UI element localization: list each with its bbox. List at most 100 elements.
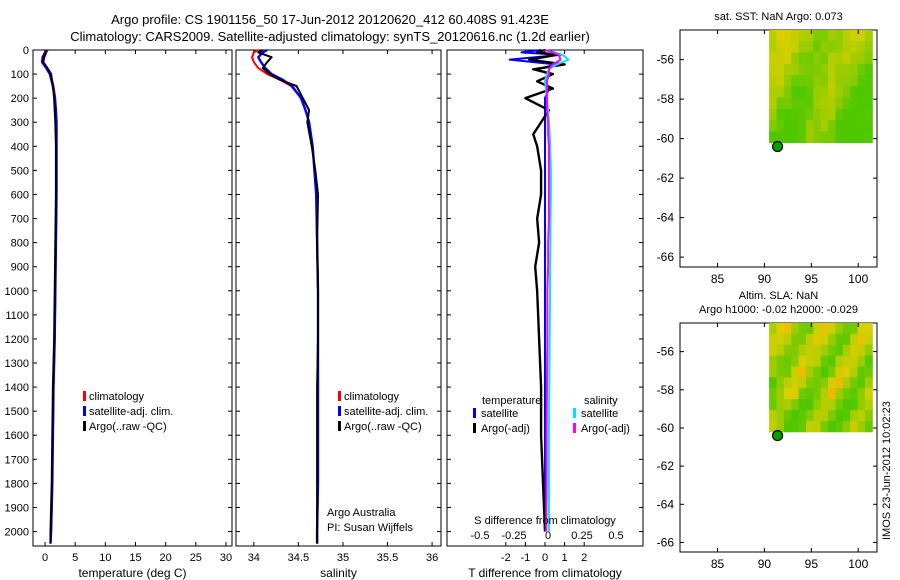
heatmap-cell-sla_map <box>805 323 814 335</box>
x-tick-label-difference: 2 <box>581 552 587 564</box>
heatmap-cell-sst_map <box>835 86 844 99</box>
legend-label-temperature: climatology <box>89 391 145 403</box>
heatmap-cell-sst_map <box>783 131 792 144</box>
heatmap-cell-sla_map <box>813 366 822 378</box>
heatmap-cell-sst_map <box>813 86 822 99</box>
heatmap-cell-sla_map <box>828 344 836 357</box>
heatmap-cell-sla_map <box>791 323 800 335</box>
heatmap-cell-sla_map <box>791 344 800 357</box>
heatmap-cell-sla_map <box>791 410 800 422</box>
depth-tick-label: 1500 <box>5 406 29 418</box>
heatmap-cell-sla_map <box>828 377 836 389</box>
x-tick-label-salinity: 35 <box>337 552 349 564</box>
heatmap-cell-sla_map <box>820 377 829 389</box>
heatmap-cell-sla_map <box>813 333 822 346</box>
heatmap-cell-sla_map <box>776 377 785 389</box>
heatmap-cell-sst_map <box>842 86 851 99</box>
heatmap-cell-sla_map <box>864 410 873 422</box>
heatmap-cell-sst_map <box>828 120 836 132</box>
heatmap-cell-sst_map <box>820 131 829 144</box>
heatmap-cell-sst_map <box>820 86 829 99</box>
heatmap-cell-sla_map <box>835 399 844 411</box>
heatmap-cell-sla_map <box>798 377 807 389</box>
depth-tick-label: 2000 <box>5 527 29 539</box>
heatmap-cell-sst_map <box>813 75 822 87</box>
heatmap-cell-sst_map <box>769 41 777 54</box>
heatmap-cell-sla_map <box>828 366 836 378</box>
heatmap-cell-sst_map <box>783 75 792 87</box>
heatmap-cell-sst_map <box>857 97 866 110</box>
map-x-tick-label: 90 <box>758 557 772 571</box>
map-y-tick-label: -60 <box>657 132 675 146</box>
heatmap-cell-sla_map <box>850 420 859 433</box>
heatmap-cell-sst_map <box>857 63 866 76</box>
heatmap-cell-sst_map <box>791 52 800 65</box>
heatmap-cell-sla_map <box>835 344 844 357</box>
heatmap-cell-sst_map <box>820 75 829 87</box>
header-line-2: Climatology: CARS2009. Satellite-adjuste… <box>70 29 590 44</box>
heatmap-cell-sst_map <box>828 108 836 121</box>
depth-tick-label: 1800 <box>5 478 29 490</box>
header-line-1: Argo profile: CS 1901156_50 17-Jun-2012 … <box>111 12 549 27</box>
heatmap-cell-sla_map <box>798 388 807 400</box>
heatmap-cell-sla_map <box>857 420 866 433</box>
heatmap-cell-sla_map <box>864 420 873 433</box>
heatmap-cell-sla_map <box>828 388 836 400</box>
heatmap-cell-sla_map <box>857 388 866 400</box>
depth-tick-label: 200 <box>11 93 29 105</box>
heatmap-cell-sla_map <box>805 420 814 433</box>
heatmap-cell-sla_map <box>850 410 859 422</box>
heatmap-cell-sla_map <box>857 355 866 368</box>
series-line-salinity-2 <box>257 49 319 544</box>
heatmap-cell-sst_map <box>769 63 777 76</box>
heatmap-cell-sst_map <box>820 52 829 65</box>
depth-tick-label: 1100 <box>5 310 29 322</box>
heatmap-cell-sst_map <box>820 63 829 76</box>
heatmap-cell-sla_map <box>776 410 785 422</box>
heatmap-cell-sst_map <box>769 120 777 132</box>
heatmap-cell-sst_map <box>783 52 792 65</box>
heatmap-cell-sla_map <box>798 366 807 378</box>
heatmap-cell-sst_map <box>798 131 807 144</box>
heatmap-cell-sst_map <box>776 131 785 144</box>
series-line-difference-1 <box>524 48 566 532</box>
heatmap-cell-sla_map <box>776 344 785 357</box>
heatmap-cell-sla_map <box>850 333 859 346</box>
heatmap-cell-sst_map <box>864 52 873 65</box>
legend-swatch-salinity <box>338 391 341 401</box>
heatmap-cell-sla_map <box>820 355 829 368</box>
heatmap-cell-sst_map <box>857 120 866 132</box>
legend-label-difference: Argo(-adj) <box>481 423 530 435</box>
heatmap-cell-sla_map <box>864 366 873 378</box>
heatmap-cell-sst_map <box>864 86 873 99</box>
heatmap-cell-sst_map <box>850 120 859 132</box>
x-axis-label-difference: T difference from climatology <box>468 566 622 580</box>
plot-frame-temperature <box>32 49 233 547</box>
heatmap-cell-sla_map <box>842 420 851 433</box>
legend-label-salinity: satellite-adj. clim. <box>344 406 428 418</box>
heatmap-cell-sst_map <box>798 108 807 121</box>
x-tick-label-difference: 1 <box>562 552 568 564</box>
heatmap-cell-sst_map <box>864 41 873 54</box>
heatmap-cell-sst_map <box>835 30 844 42</box>
heatmap-cell-sst_map <box>828 30 836 42</box>
heatmap-cell-sla_map <box>842 344 851 357</box>
heatmap-cell-sst_map <box>769 86 777 99</box>
heatmap-cell-sla_map <box>850 399 859 411</box>
heatmap-cell-sla_map <box>857 344 866 357</box>
x-tick-label-temperature: 25 <box>190 552 202 564</box>
x-tick-label-temperature: 15 <box>129 552 141 564</box>
heatmap-cell-sst_map <box>835 97 844 110</box>
heatmap-cell-sla_map <box>776 333 785 346</box>
heatmap-cell-sst_map <box>828 41 836 54</box>
depth-tick-label: 1300 <box>5 358 29 370</box>
heatmap-cell-sst_map <box>842 108 851 121</box>
heatmap-cell-sst_map <box>769 97 777 110</box>
map-x-tick-label: 100 <box>848 557 868 571</box>
heatmap-cell-sst_map <box>842 30 851 42</box>
heatmap-cell-sst_map <box>835 120 844 132</box>
heatmap-cell-sst_map <box>850 97 859 110</box>
map-y-tick-label: -66 <box>657 250 675 264</box>
heatmap-cell-sst_map <box>850 63 859 76</box>
